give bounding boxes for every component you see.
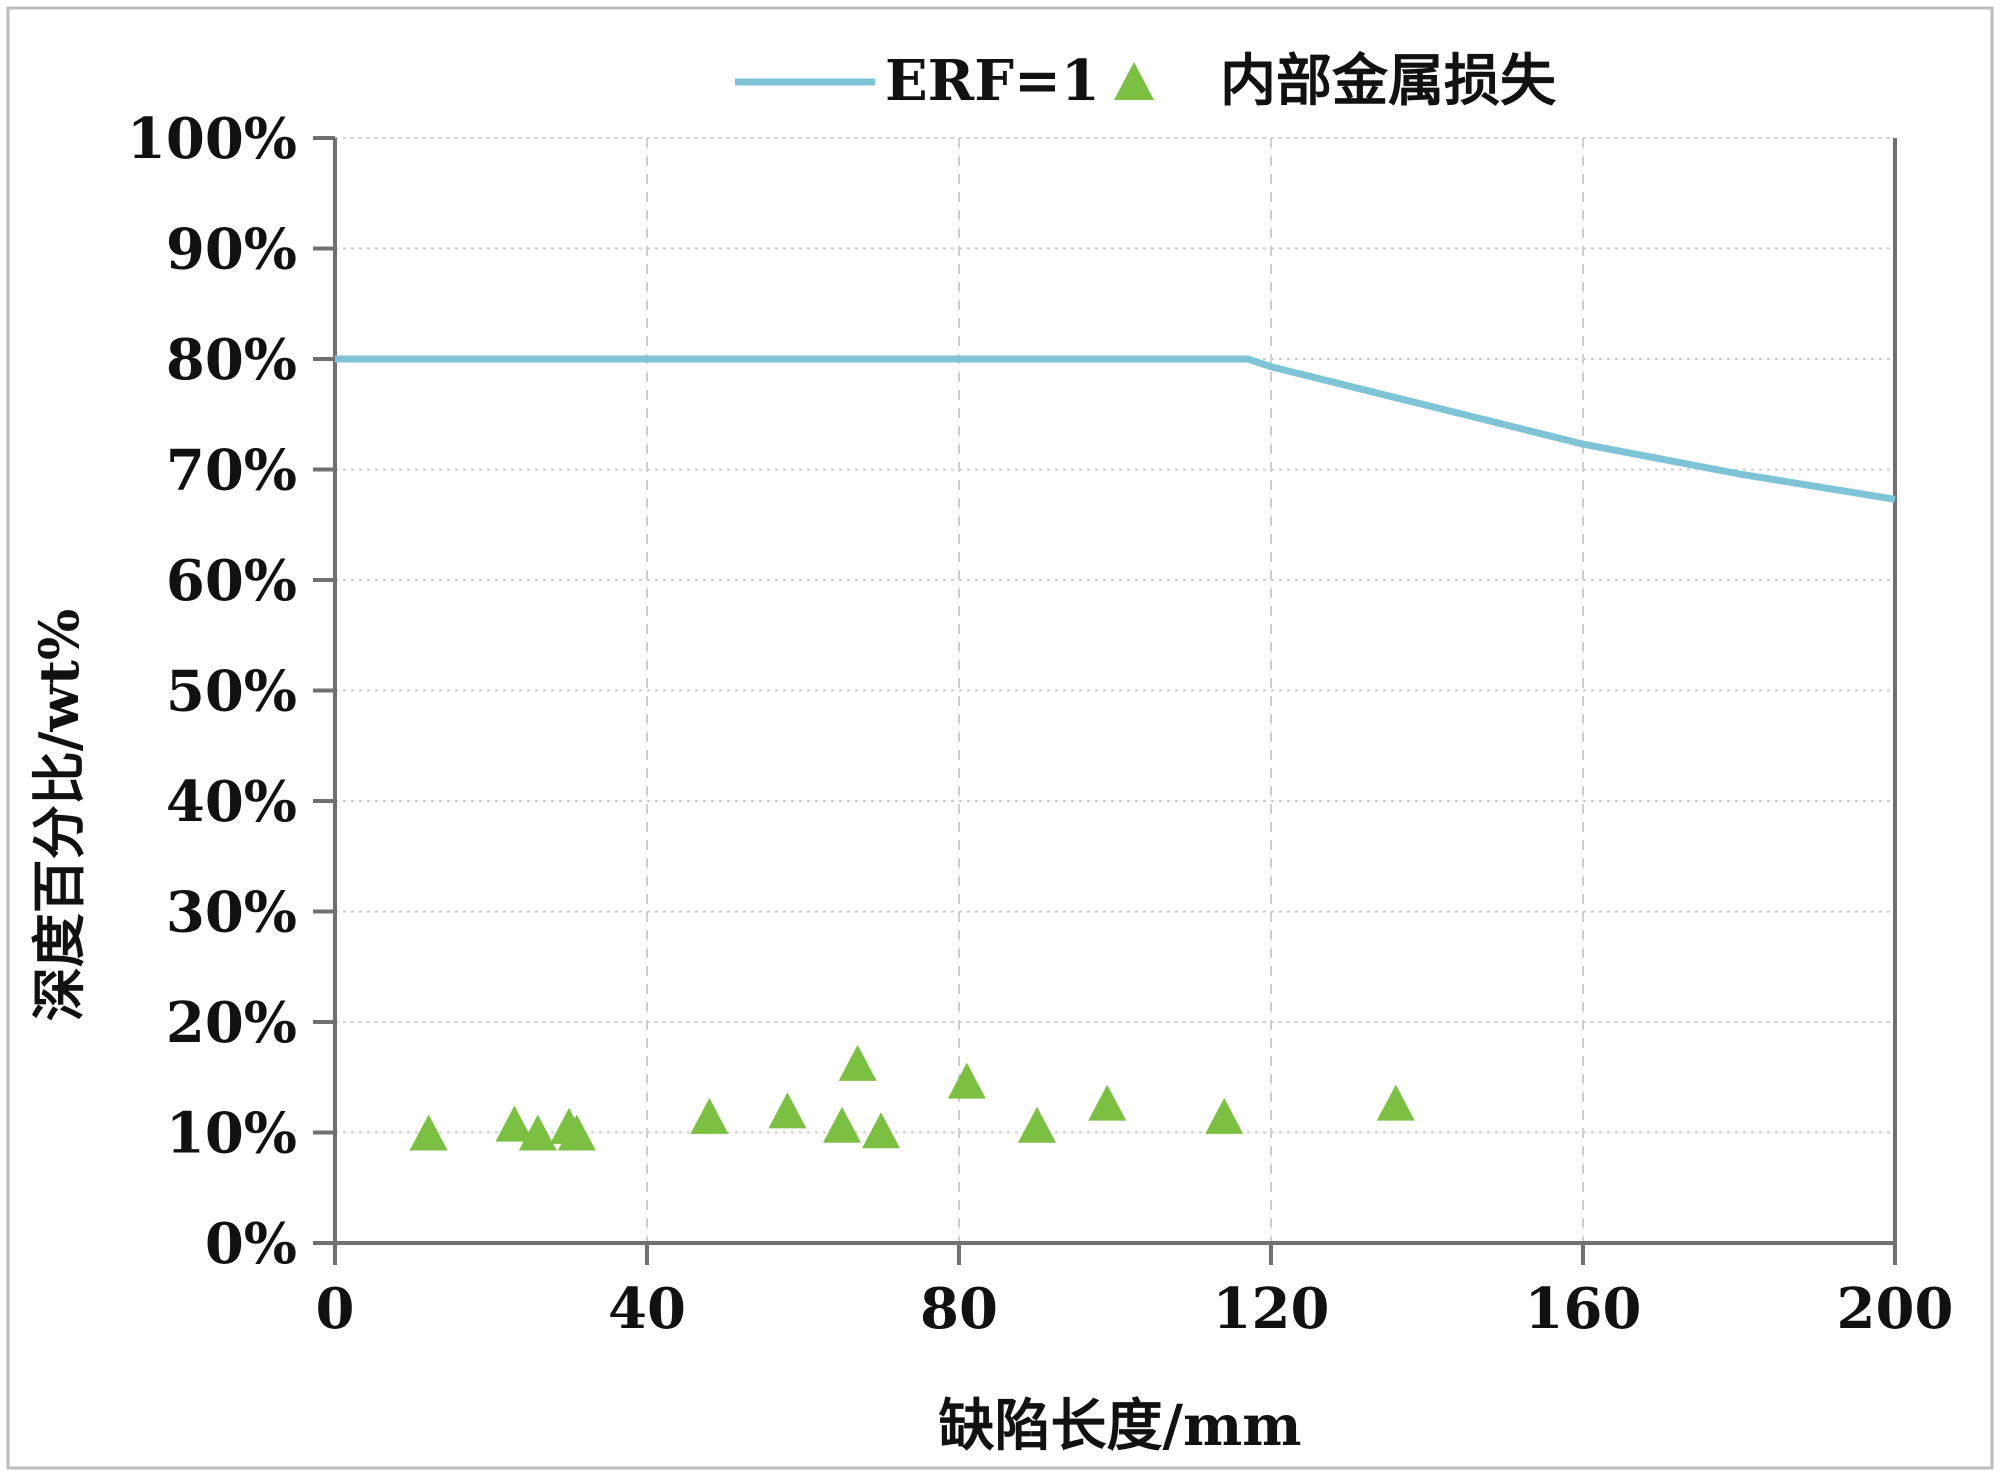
- x-axis-title: 缺陷长度/mm: [939, 1393, 1302, 1459]
- y-tick-label: 50%: [166, 659, 297, 725]
- metal-loss-point: [518, 1114, 557, 1151]
- y-tick-label: 80%: [166, 327, 297, 393]
- x-tick-label: 80: [920, 1276, 998, 1342]
- legend: ERF=1 内部金属损失: [735, 48, 1557, 114]
- y-axis-ticks: 0% 10% 20% 30% 40% 50% 60% 70% 80% 90% 100%: [127, 106, 335, 1277]
- metal-loss-point: [768, 1092, 807, 1129]
- metal-loss-point: [1018, 1106, 1056, 1143]
- x-tick-label: 200: [1837, 1276, 1954, 1342]
- x-tick-label: 120: [1213, 1276, 1330, 1342]
- metal-loss-point: [1376, 1084, 1415, 1121]
- x-tick-label: 0: [316, 1276, 355, 1342]
- metal-loss-point: [690, 1097, 729, 1134]
- metal-loss-point: [947, 1062, 986, 1099]
- metal-loss-point: [838, 1044, 877, 1081]
- metal-loss-point: [409, 1114, 448, 1151]
- y-tick-label: 30%: [166, 880, 297, 946]
- metal-loss-point: [1205, 1097, 1244, 1134]
- y-axis-title: 深度百分比/wt%: [27, 609, 91, 1021]
- x-tick-label: 40: [608, 1276, 686, 1342]
- legend-label-erf: ERF=1: [885, 48, 1100, 114]
- y-tick-label: 100%: [127, 106, 297, 172]
- y-tick-label: 0%: [205, 1211, 297, 1277]
- y-tick-label: 90%: [166, 217, 297, 283]
- y-tick-label: 20%: [166, 990, 297, 1056]
- x-tick-label: 160: [1525, 1276, 1642, 1342]
- legend-triangle-swatch: [1114, 62, 1154, 100]
- y-tick-label: 40%: [166, 769, 297, 835]
- metal-loss-point: [823, 1106, 861, 1143]
- legend-label-metal-loss: 内部金属损失: [1220, 48, 1557, 114]
- y-tick-label: 10%: [166, 1101, 297, 1167]
- chart-frame: [6, 6, 1994, 1470]
- y-tick-label: 70%: [166, 438, 297, 504]
- metal-loss-point: [1088, 1084, 1127, 1121]
- x-axis-ticks: 0 40 80 120 160 200: [316, 1243, 1954, 1342]
- metal-loss-point: [557, 1114, 596, 1151]
- series-layer: [335, 355, 1896, 1151]
- erf-line: [335, 355, 1896, 503]
- metal-loss-point: [862, 1112, 900, 1149]
- y-tick-label: 60%: [166, 548, 297, 614]
- metal-loss-point: [495, 1105, 534, 1142]
